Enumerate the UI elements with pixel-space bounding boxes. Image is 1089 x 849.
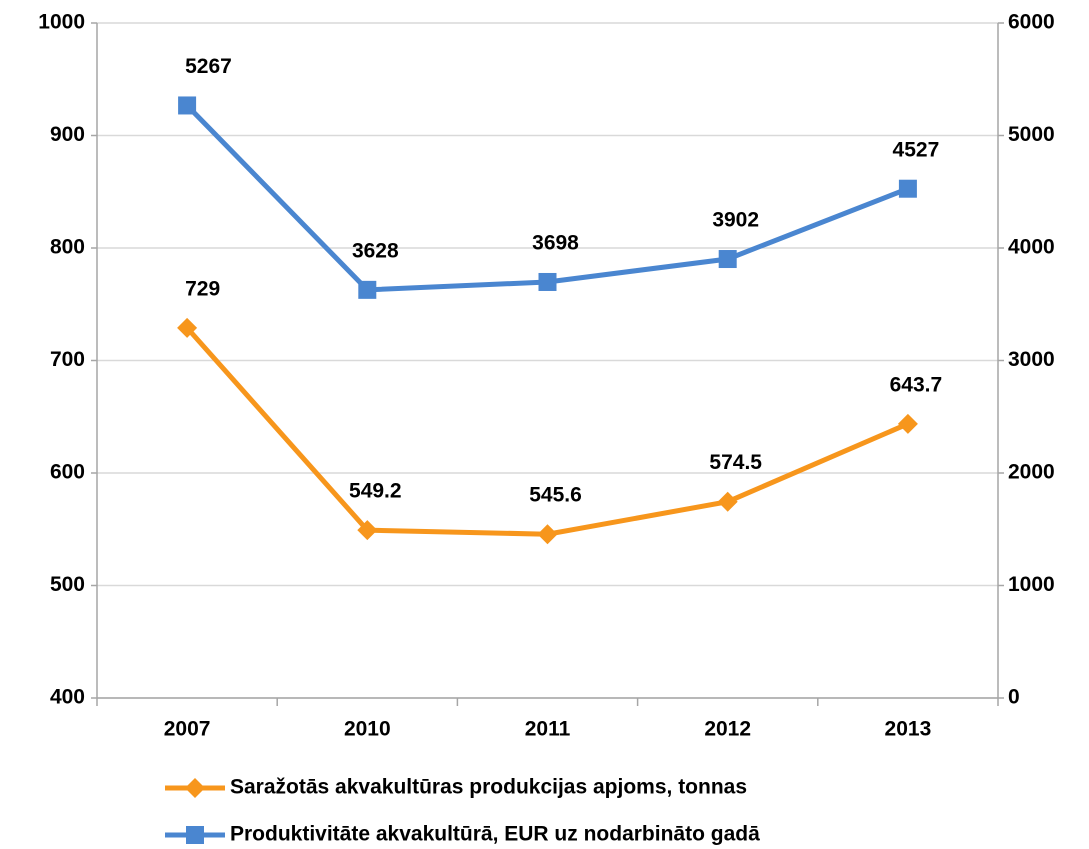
x-tick-label: 2013	[885, 718, 932, 741]
data-label: 3628	[352, 239, 399, 262]
y-tick-label: 600	[50, 461, 85, 484]
x-tick-label: 2010	[344, 718, 391, 741]
x-tick-label: 2012	[704, 718, 751, 741]
data-label: 5267	[185, 55, 232, 78]
x-tick-label: 2011	[525, 718, 571, 741]
data-label: 643.7	[890, 373, 943, 396]
data-label: 574.5	[709, 451, 762, 474]
data-label: 545.6	[529, 484, 582, 507]
y-tick-label: 1000	[38, 11, 85, 34]
data-label: 549.2	[349, 480, 402, 503]
marker	[178, 96, 197, 115]
marker	[186, 826, 204, 844]
marker	[537, 524, 558, 545]
y2-tick-label: 3000	[1008, 348, 1055, 371]
y2-tick-label: 2000	[1008, 461, 1055, 484]
y-tick-label: 400	[50, 686, 85, 709]
y-tick-label: 700	[50, 348, 85, 371]
x-tick-label: 2007	[164, 718, 211, 741]
legend-label: Produktivitāte akvakultūrā, EUR uz nodar…	[230, 823, 760, 846]
y2-tick-label: 4000	[1008, 236, 1055, 259]
data-label: 729	[185, 277, 220, 300]
y2-tick-label: 6000	[1008, 11, 1055, 34]
data-label: 3902	[712, 209, 759, 232]
marker	[185, 778, 205, 798]
legend-label: Saražotās akvakultūras produkcijas apjom…	[230, 776, 747, 799]
marker	[897, 413, 918, 434]
data-label: 4527	[893, 138, 940, 161]
y-tick-label: 500	[50, 573, 85, 596]
marker	[898, 179, 917, 198]
marker	[358, 280, 377, 299]
y-tick-label: 800	[50, 236, 85, 259]
y2-tick-label: 0	[1008, 686, 1020, 709]
series-line	[185, 103, 909, 293]
y2-tick-label: 5000	[1008, 123, 1055, 146]
marker	[718, 250, 737, 269]
marker	[357, 520, 378, 541]
y2-tick-label: 1000	[1008, 573, 1055, 596]
marker	[177, 317, 198, 338]
y-tick-label: 900	[50, 123, 85, 146]
marker	[538, 272, 557, 291]
marker	[717, 491, 738, 512]
data-label: 3698	[532, 232, 579, 255]
